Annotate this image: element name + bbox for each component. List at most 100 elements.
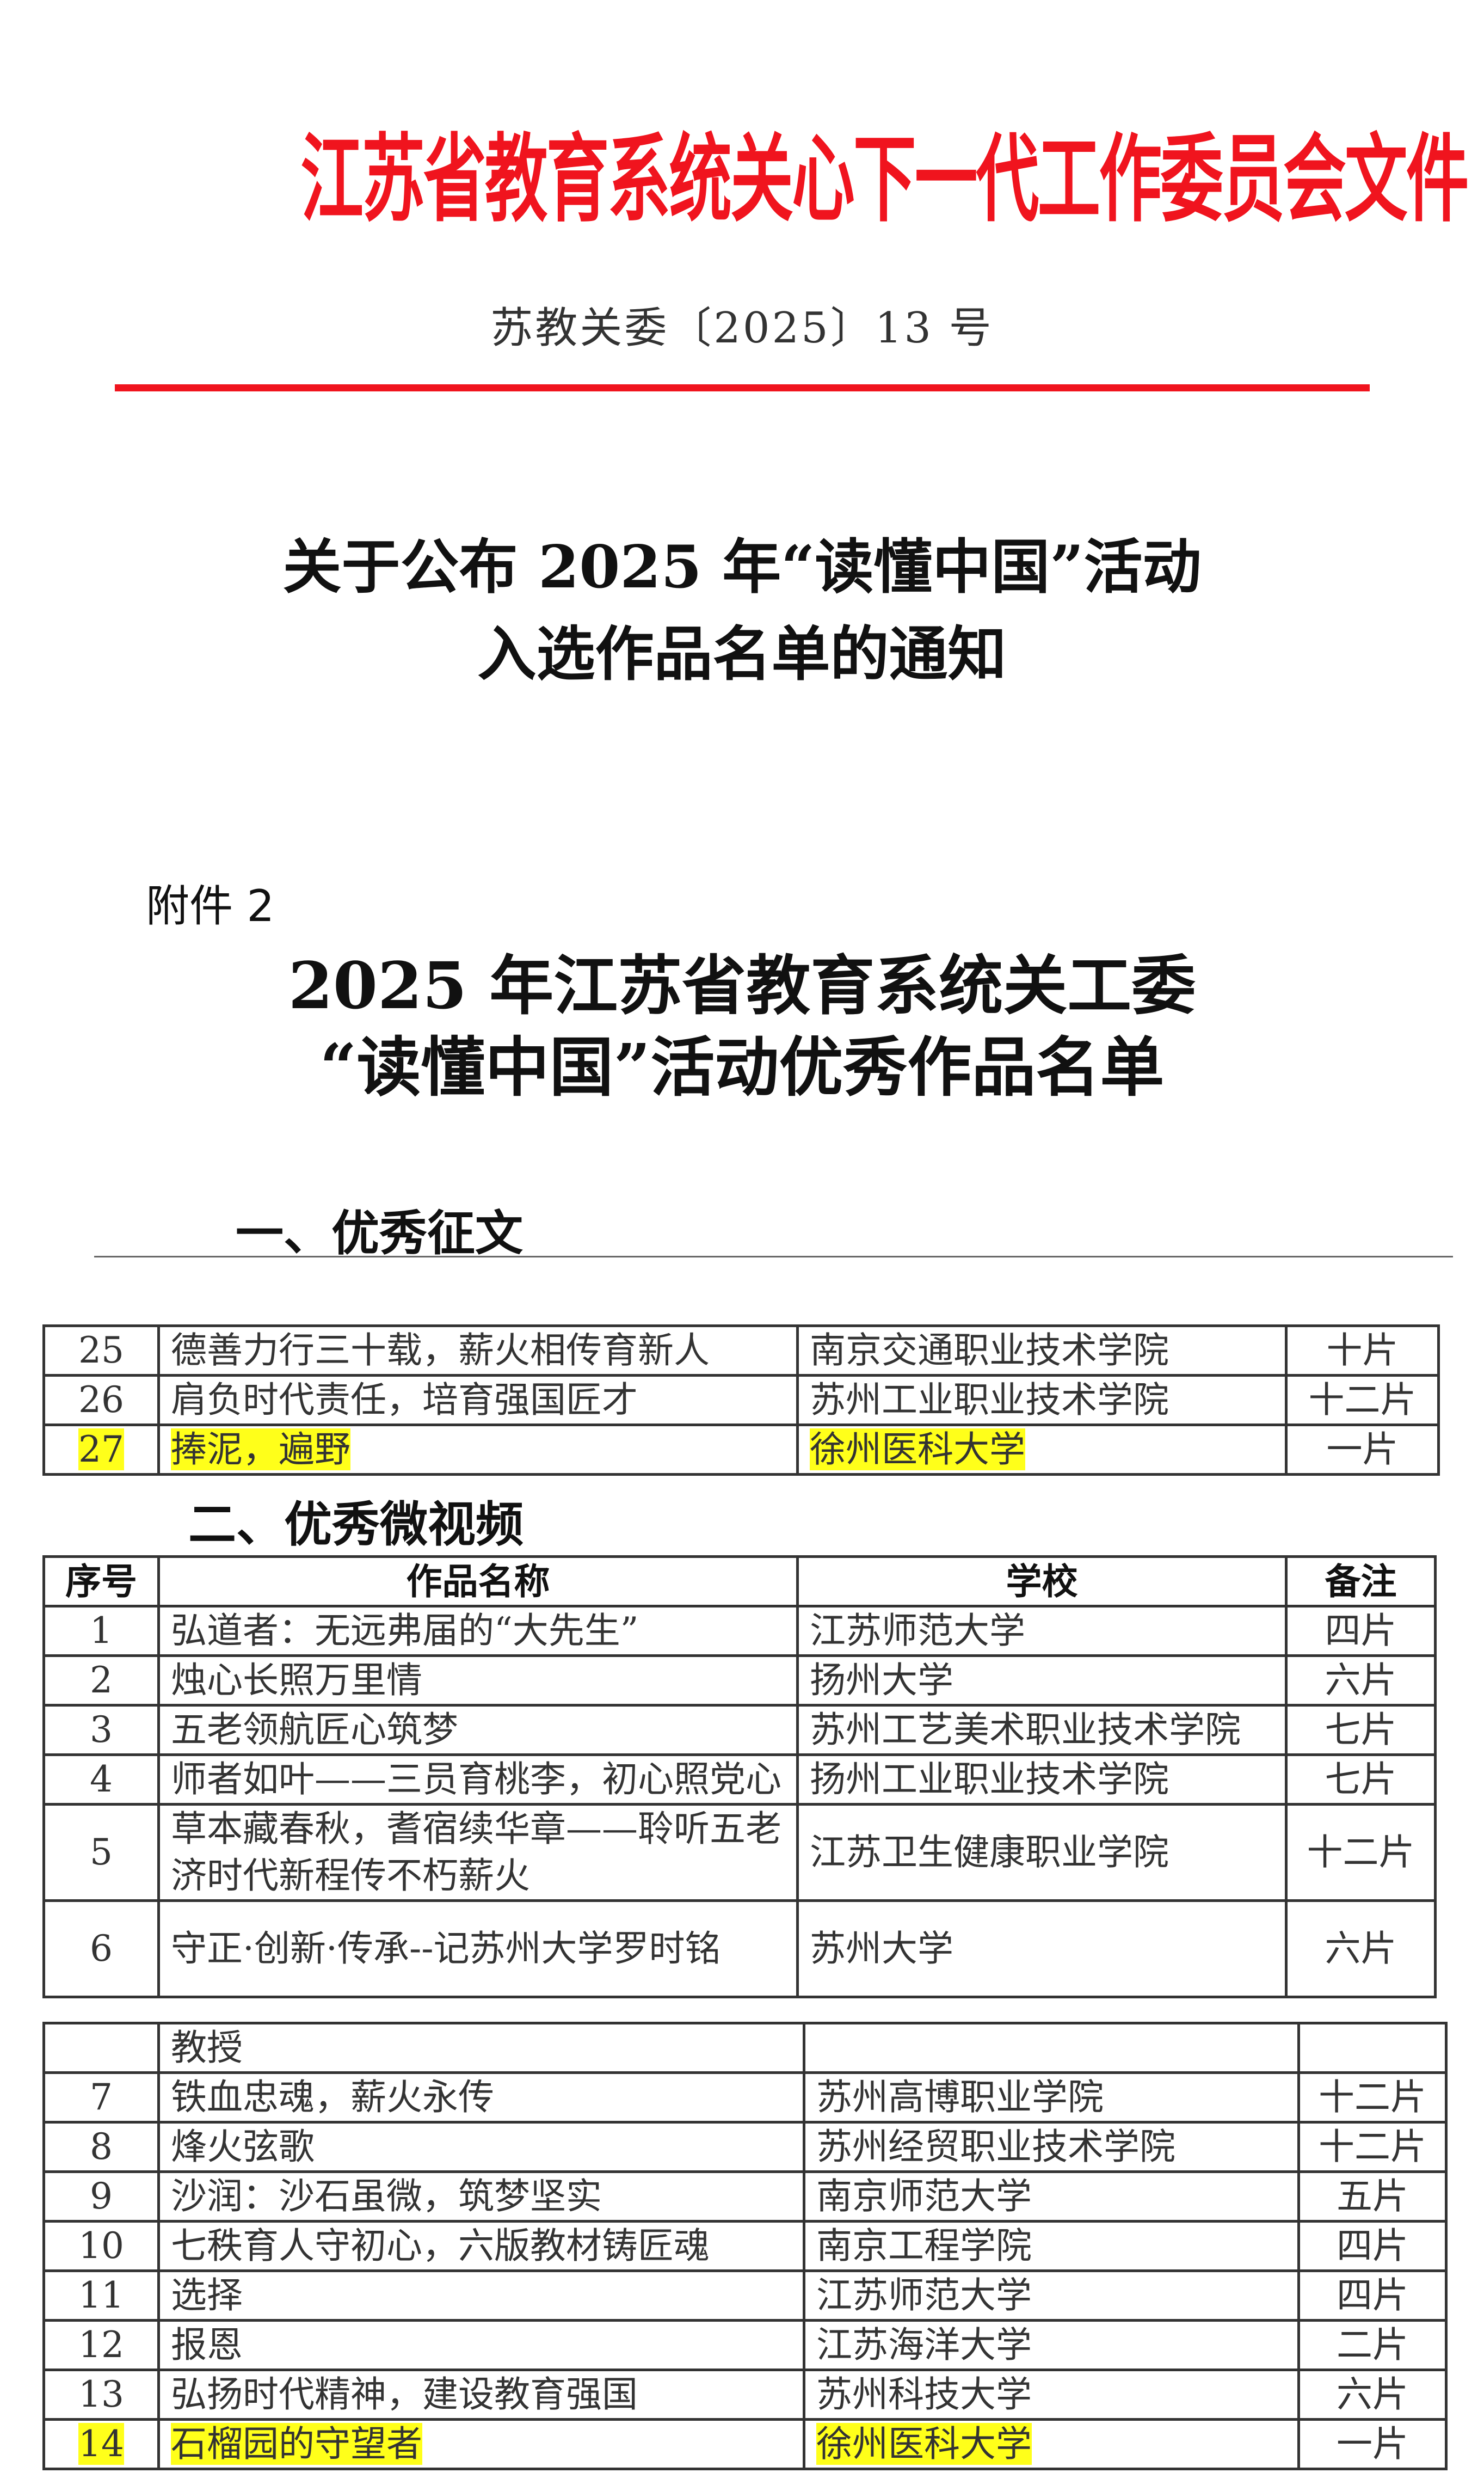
school-name: 苏州科技大学 bbox=[816, 2373, 1032, 2415]
section2-heading: 二、优秀微视频 bbox=[188, 1496, 524, 1553]
school-name-cell: 苏州大学 bbox=[796, 1899, 1288, 1998]
school-name: 扬州工业职业技术学院 bbox=[810, 1758, 1169, 1800]
work-title: 德善力行三十载，薪火相传育新人 bbox=[171, 1329, 710, 1371]
work-title: 烛心长照万里情 bbox=[171, 1659, 422, 1701]
school-name-cell: 江苏海洋大学 bbox=[803, 2319, 1300, 2371]
work-title-cell: 选择 bbox=[157, 2269, 805, 2322]
attachment-label: 附件 2 bbox=[146, 881, 275, 931]
school-name-cell: 江苏卫生健康职业学院 bbox=[796, 1803, 1288, 1902]
work-title: 守正·创新·传承--记苏州大学罗时铭 bbox=[171, 1928, 721, 1969]
note-cell: 七片 bbox=[1285, 1753, 1437, 1806]
note: 七片 bbox=[1325, 1709, 1397, 1751]
row-number-cell: 5 bbox=[42, 1803, 160, 1902]
note-cell: 四片 bbox=[1297, 2269, 1448, 2322]
row-number: 3 bbox=[90, 1709, 113, 1751]
note-cell: 六片 bbox=[1285, 1654, 1437, 1707]
row-number: 11 bbox=[78, 2274, 124, 2316]
list-title-line-1: 2025 年江苏省教育系统关工委 bbox=[288, 948, 1196, 1023]
school-name-cell: 南京交通职业技术学院 bbox=[796, 1324, 1288, 1377]
note-cell: 十二片 bbox=[1297, 2071, 1448, 2124]
school-name-cell: 南京工程学院 bbox=[803, 2220, 1300, 2272]
work-title-cell: 沙润：沙石虽微，筑梦坚实 bbox=[157, 2170, 805, 2223]
note-cell: 四片 bbox=[1285, 1605, 1437, 1657]
table-row: 27 捧泥，遍野 徐州医科大学 一片 bbox=[42, 1423, 1440, 1476]
row-number-cell: 14 bbox=[42, 2418, 160, 2470]
work-title: 铁血忠魂，薪火永传 bbox=[171, 2076, 494, 2118]
issuer-title: 江苏省教育系统关心下一代工作委员会文件 bbox=[300, 124, 1469, 235]
table-row: 14 石榴园的守望者 徐州医科大学 一片 bbox=[42, 2418, 1448, 2470]
school-name: 徐州医科大学 bbox=[816, 2423, 1032, 2465]
row-number-cell bbox=[42, 2022, 160, 2074]
row-number-cell: 3 bbox=[42, 1704, 160, 1756]
school-name: 江苏师范大学 bbox=[810, 1610, 1025, 1652]
work-title-cell: 守正·创新·传承--记苏州大学罗时铭 bbox=[157, 1899, 799, 1998]
row-number-cell: 12 bbox=[42, 2319, 160, 2371]
note-cell: 十二片 bbox=[1297, 2121, 1448, 2173]
school-name: 苏州高博职业学院 bbox=[816, 2076, 1104, 2118]
school-name-cell: 扬州工业职业技术学院 bbox=[796, 1753, 1288, 1806]
work-title-cell: 五老领航匠心筑梦 bbox=[157, 1704, 799, 1756]
work-title: 七秩育人守初心，六版教材铸匠魂 bbox=[171, 2225, 710, 2267]
school-name-cell: 苏州科技大学 bbox=[803, 2369, 1300, 2421]
note: 十二片 bbox=[1319, 2126, 1426, 2168]
work-title-cell: 烛心长照万里情 bbox=[157, 1654, 799, 1707]
column-header: 作品名称 bbox=[157, 1555, 799, 1607]
row-number: 13 bbox=[78, 2373, 124, 2415]
note-cell: 七片 bbox=[1285, 1704, 1437, 1756]
school-name: 徐州医科大学 bbox=[810, 1428, 1025, 1470]
row-number: 1 bbox=[90, 1610, 113, 1652]
school-name: 江苏卫生健康职业学院 bbox=[810, 1831, 1169, 1873]
work-title: 教授 bbox=[171, 2027, 243, 2069]
table-row: 25 德善力行三十载，薪火相传育新人 南京交通职业技术学院 十片 bbox=[42, 1324, 1440, 1377]
work-title: 报恩 bbox=[171, 2324, 243, 2366]
table-row: 教授 bbox=[42, 2022, 1448, 2074]
column-header: 学校 bbox=[796, 1555, 1288, 1607]
work-title: 肩负时代责任，培育强国匠才 bbox=[171, 1379, 638, 1421]
video-table-continued: 教授 7 铁血忠魂，薪火永传 苏州高博职业学院 十二片 8 烽火弦歌 苏州经贸职业技术学院 十二… bbox=[42, 2022, 1448, 2470]
work-title-cell: 捧泥，遍野 bbox=[157, 1423, 799, 1476]
note-cell: 十二片 bbox=[1285, 1374, 1440, 1426]
note: 七片 bbox=[1325, 1758, 1397, 1800]
row-number-cell: 27 bbox=[42, 1423, 160, 1476]
video-table: 序号 作品名称 学校 备注 1 弘道者：无远弗届的“大先生” 江苏师范大学 四片 2 烛心… bbox=[42, 1555, 1437, 1998]
note: 六片 bbox=[1325, 1928, 1397, 1969]
row-number: 27 bbox=[78, 1428, 124, 1470]
table-row: 11 选择 江苏师范大学 四片 bbox=[42, 2269, 1448, 2322]
row-number: 5 bbox=[90, 1831, 113, 1873]
school-name-cell: 苏州高博职业学院 bbox=[803, 2071, 1300, 2124]
table-row: 12 报恩 江苏海洋大学 二片 bbox=[42, 2319, 1448, 2371]
work-title: 石榴园的守望者 bbox=[171, 2423, 422, 2465]
table-row: 6 守正·创新·传承--记苏州大学罗时铭 苏州大学 六片 bbox=[42, 1899, 1437, 1998]
row-number-cell: 11 bbox=[42, 2269, 160, 2322]
note: 六片 bbox=[1325, 1659, 1397, 1701]
work-title-cell: 草本藏春秋，耆宿续华章——聆听五老济时代新程传不朽薪火 bbox=[157, 1803, 799, 1902]
note-cell: 六片 bbox=[1297, 2369, 1448, 2421]
school-name-cell: 江苏师范大学 bbox=[796, 1605, 1288, 1657]
work-title: 沙润：沙石虽微，筑梦坚实 bbox=[171, 2175, 602, 2217]
work-title-cell: 弘扬时代精神，建设教育强国 bbox=[157, 2369, 805, 2421]
note-cell: 六片 bbox=[1285, 1899, 1437, 1998]
notice-title-line-1: 关于公布 2025 年“读懂中国”活动 bbox=[282, 533, 1202, 602]
row-number-cell: 25 bbox=[42, 1324, 160, 1377]
note: 十二片 bbox=[1319, 2076, 1426, 2118]
school-name-cell: 徐州医科大学 bbox=[796, 1423, 1288, 1476]
row-number: 26 bbox=[78, 1379, 124, 1421]
section1-divider bbox=[94, 1256, 1453, 1257]
school-name: 南京交通职业技术学院 bbox=[810, 1329, 1169, 1371]
note: 十二片 bbox=[1307, 1831, 1415, 1873]
note: 五片 bbox=[1337, 2175, 1408, 2217]
column-header: 序号 bbox=[42, 1555, 160, 1607]
row-number: 12 bbox=[78, 2324, 124, 2366]
document-number: 苏教关委〔2025〕13 号 bbox=[490, 304, 994, 353]
table-row: 10 七秩育人守初心，六版教材铸匠魂 南京工程学院 四片 bbox=[42, 2220, 1448, 2272]
school-name-cell: 苏州经贸职业技术学院 bbox=[803, 2121, 1300, 2173]
note-cell: 二片 bbox=[1297, 2319, 1448, 2371]
note: 二片 bbox=[1337, 2324, 1408, 2366]
school-name-cell: 南京师范大学 bbox=[803, 2170, 1300, 2223]
school-name-cell: 扬州大学 bbox=[796, 1654, 1288, 1707]
work-title-cell: 师者如叶——三员育桃李，初心照党心 bbox=[157, 1753, 799, 1806]
school-name-cell bbox=[803, 2022, 1300, 2074]
row-number: 14 bbox=[78, 2423, 124, 2465]
school-name: 扬州大学 bbox=[810, 1659, 953, 1701]
row-number-cell: 6 bbox=[42, 1899, 160, 1998]
